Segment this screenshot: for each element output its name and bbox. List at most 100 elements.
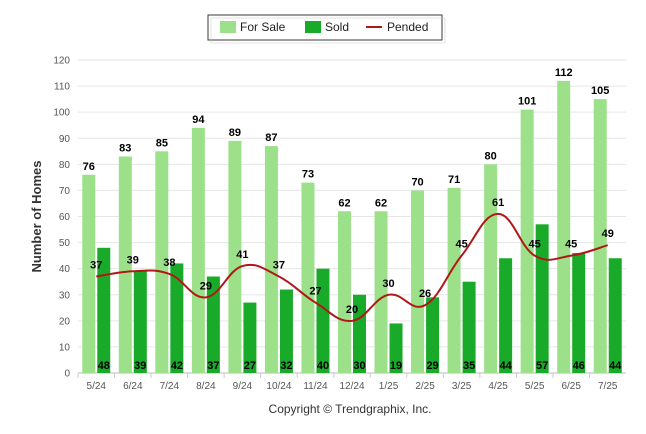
bars: [82, 80, 622, 373]
data-label-for-sale: 80: [485, 150, 497, 162]
legend-label-sold: Sold: [325, 20, 349, 34]
legend-box: [207, 14, 443, 41]
x-tick-label: 6/24: [123, 381, 143, 392]
data-label-pended: 29: [200, 280, 212, 292]
bar-sold: [426, 297, 440, 373]
data-label-sold: 32: [280, 360, 292, 372]
data-label-sold: 44: [500, 360, 513, 372]
x-tick-label: 8/24: [196, 381, 216, 392]
bar-for-sale: [191, 127, 205, 373]
line-pended: [96, 212, 609, 322]
x-tick-label: 5/25: [525, 381, 545, 392]
data-label-pended: 26: [419, 288, 431, 300]
data-label-pended: 30: [382, 278, 394, 290]
data-label-sold: 27: [244, 360, 256, 372]
copyright-text: Copyright © Trendgraphix, Inc.: [269, 402, 432, 416]
data-label-for-sale: 76: [83, 161, 95, 173]
data-label-sold: 19: [390, 360, 402, 372]
data-label-for-sale: 112: [555, 67, 573, 79]
data-label-pended: 39: [127, 254, 139, 266]
bar-sold: [608, 258, 622, 373]
x-tick-label: 10/24: [266, 381, 291, 392]
bar-for-sale: [447, 187, 461, 373]
y-tick-label: 120: [53, 56, 70, 67]
data-label-sold: 48: [98, 360, 110, 372]
y-tick-label: 0: [64, 369, 70, 380]
data-label-for-sale: 73: [302, 169, 314, 181]
bar-sold: [97, 247, 111, 373]
data-label-for-sale: 94: [192, 114, 205, 126]
data-label-for-sale: 70: [411, 176, 423, 188]
y-tick-label: 110: [54, 82, 70, 93]
data-label-pended: 49: [602, 228, 614, 240]
bar-for-sale: [228, 140, 242, 373]
x-tick-label: 5/24: [87, 381, 107, 392]
data-label-pended: 61: [492, 197, 504, 209]
bar-sold: [316, 268, 330, 373]
bar-for-sale: [338, 211, 351, 373]
y-tick-label: 20: [59, 316, 71, 327]
data-label-sold: 42: [171, 360, 183, 372]
data-label-for-sale: 85: [156, 137, 168, 149]
y-tick-label: 40: [59, 264, 71, 275]
data-label-sold: 37: [207, 360, 219, 372]
data-label-pended: 27: [309, 286, 321, 298]
bar-sold: [206, 276, 220, 373]
y-tick-label: 60: [59, 212, 71, 223]
bar-for-sale: [411, 190, 425, 373]
x-tick-label: 3/25: [452, 381, 472, 392]
bar-for-sale: [118, 156, 132, 373]
bar-sold: [243, 302, 257, 373]
data-label-for-sale: 62: [338, 197, 350, 209]
y-tick-label: 100: [53, 108, 70, 119]
x-tick-label: 6/25: [561, 381, 581, 392]
y-axis-label: Number of Homes: [29, 161, 44, 273]
gridlines: [77, 59, 626, 378]
bar-for-sale: [520, 109, 534, 373]
data-label-sold: 40: [317, 360, 329, 372]
bar-for-sale: [374, 211, 388, 373]
data-label-pended: 38: [163, 257, 175, 269]
x-tick-label: 12/24: [339, 381, 364, 392]
legend-shadow: [210, 17, 446, 44]
data-label-pended: 45: [529, 239, 541, 251]
legend-label-for-sale: For Sale: [240, 20, 286, 34]
y-tick-label: 70: [59, 186, 71, 197]
bar-for-sale: [155, 151, 169, 373]
data-label-for-sale: 87: [265, 132, 277, 144]
data-label-pended: 45: [455, 239, 467, 251]
data-label-for-sale: 62: [375, 197, 387, 209]
legend: For Sale Sold Pended: [207, 14, 446, 44]
bar-for-sale: [557, 80, 571, 373]
y-tick-label: 30: [59, 290, 71, 301]
bar-sold: [462, 281, 476, 373]
data-label-sold: 46: [573, 360, 585, 372]
data-label-for-sale: 89: [229, 127, 241, 139]
bar-sold: [133, 271, 147, 373]
bar-sold: [572, 253, 586, 373]
data-label-sold: 39: [134, 360, 146, 372]
bar-sold: [389, 323, 403, 373]
x-tick-label: 4/25: [488, 381, 508, 392]
bar-sold: [353, 294, 366, 373]
data-label-pended: 37: [273, 259, 285, 271]
bar-for-sale: [82, 174, 96, 373]
bar-for-sale: [301, 182, 315, 373]
x-tick-label: 1/25: [379, 381, 399, 392]
bar-sold: [279, 289, 293, 373]
bar-for-sale: [484, 164, 498, 373]
data-label-for-sale: 71: [448, 174, 460, 186]
legend-label-pended: Pended: [387, 20, 428, 34]
data-label-sold: 57: [536, 360, 548, 372]
legend-swatch-for-sale: [220, 21, 236, 33]
y-tick-label: 50: [59, 238, 71, 249]
bar-for-sale: [593, 99, 607, 373]
data-label-pended: 41: [236, 249, 248, 261]
x-tick-label: 7/25: [598, 381, 618, 392]
bar-sold: [535, 224, 549, 373]
x-tick-label: 7/24: [160, 381, 180, 392]
data-label-sold: 30: [353, 360, 365, 372]
y-tick-label: 90: [59, 134, 71, 145]
